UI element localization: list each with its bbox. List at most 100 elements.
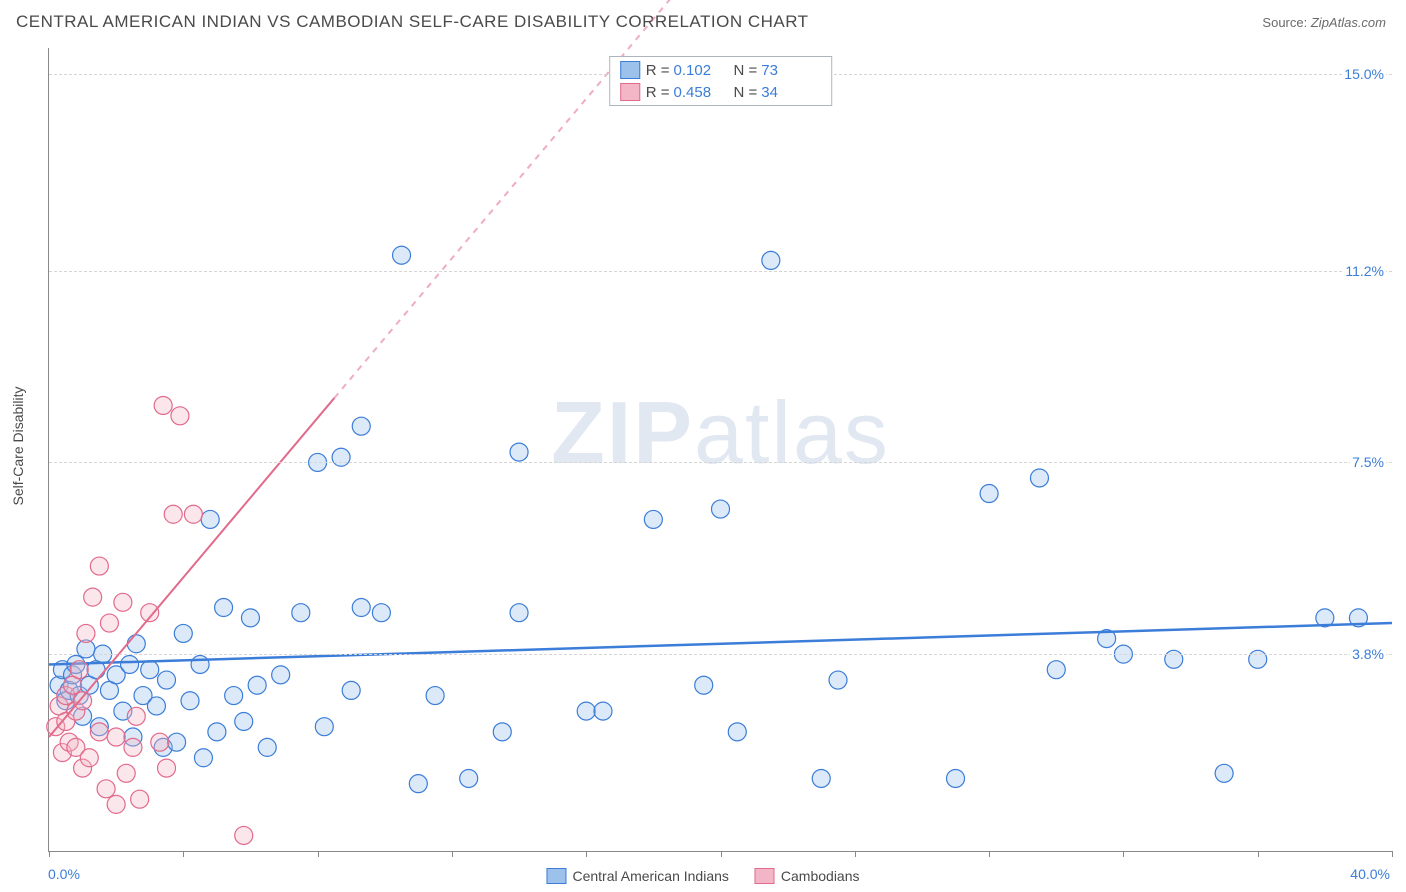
n-label: N = — [734, 84, 758, 101]
chart-title: CENTRAL AMERICAN INDIAN VS CAMBODIAN SEL… — [16, 12, 809, 32]
data-point — [184, 505, 202, 523]
data-point — [829, 671, 847, 689]
data-point — [1030, 469, 1048, 487]
data-point — [695, 676, 713, 694]
data-point — [194, 749, 212, 767]
data-point — [77, 624, 95, 642]
data-point — [107, 795, 125, 813]
data-point — [272, 666, 290, 684]
n-value: 34 — [761, 84, 811, 101]
n-label: N = — [734, 62, 758, 79]
chart-area: ZIPatlas R = 0.102N = 73R = 0.458N = 34 … — [48, 48, 1392, 852]
data-point — [594, 702, 612, 720]
source-label: Source: — [1262, 15, 1307, 30]
y-axis-title: Self-Care Disability — [10, 386, 26, 505]
data-point — [241, 609, 259, 627]
trend-line — [49, 623, 1392, 664]
data-point — [980, 485, 998, 503]
data-point — [510, 604, 528, 622]
stats-row: R = 0.458N = 34 — [610, 81, 832, 103]
n-value: 73 — [761, 62, 811, 79]
data-point — [158, 671, 176, 689]
data-point — [201, 510, 219, 528]
plot-svg — [49, 48, 1392, 851]
r-label: R = — [646, 62, 670, 79]
data-point — [1215, 764, 1233, 782]
data-point — [127, 707, 145, 725]
y-tick-label: 7.5% — [1350, 454, 1386, 470]
data-point — [80, 749, 98, 767]
data-point — [352, 417, 370, 435]
data-point — [258, 738, 276, 756]
r-label: R = — [646, 84, 670, 101]
data-point — [90, 557, 108, 575]
data-point — [107, 728, 125, 746]
data-point — [84, 588, 102, 606]
data-point — [393, 246, 411, 264]
plot-area: ZIPatlas R = 0.102N = 73R = 0.458N = 34 … — [48, 48, 1392, 852]
x-tick — [721, 851, 722, 857]
x-tick — [586, 851, 587, 857]
data-point — [191, 655, 209, 673]
series-legend: Central American Indians Cambodians — [546, 868, 859, 884]
data-point — [235, 712, 253, 730]
data-point — [90, 723, 108, 741]
grid-line — [49, 271, 1392, 272]
data-point — [74, 692, 92, 710]
data-point — [292, 604, 310, 622]
x-axis-max-label: 40.0% — [1350, 866, 1390, 882]
data-point — [728, 723, 746, 741]
data-point — [1165, 650, 1183, 668]
x-tick — [989, 851, 990, 857]
legend-swatch — [620, 83, 640, 101]
x-tick — [1258, 851, 1259, 857]
x-tick — [49, 851, 50, 857]
legend-swatch — [620, 61, 640, 79]
legend-label: Central American Indians — [572, 868, 728, 884]
data-point — [342, 681, 360, 699]
data-point — [151, 733, 169, 751]
data-point — [70, 661, 88, 679]
data-point — [174, 624, 192, 642]
data-point — [131, 790, 149, 808]
y-tick-label: 15.0% — [1342, 66, 1386, 82]
data-point — [1249, 650, 1267, 668]
legend-swatch — [755, 868, 775, 884]
data-point — [117, 764, 135, 782]
grid-line — [49, 654, 1392, 655]
data-point — [577, 702, 595, 720]
data-point — [644, 510, 662, 528]
data-point — [762, 251, 780, 269]
data-point — [235, 826, 253, 844]
data-point — [248, 676, 266, 694]
data-point — [141, 604, 159, 622]
trend-line-dashed — [334, 0, 1392, 398]
x-tick — [1392, 851, 1393, 857]
x-tick — [452, 851, 453, 857]
data-point — [114, 593, 132, 611]
chart-header: CENTRAL AMERICAN INDIAN VS CAMBODIAN SEL… — [0, 0, 1406, 40]
data-point — [315, 718, 333, 736]
y-tick-label: 3.8% — [1350, 646, 1386, 662]
data-point — [372, 604, 390, 622]
x-tick — [1123, 851, 1124, 857]
data-point — [812, 769, 830, 787]
data-point — [121, 655, 139, 673]
grid-line — [49, 462, 1392, 463]
r-value: 0.102 — [674, 62, 724, 79]
data-point — [460, 769, 478, 787]
data-point — [352, 599, 370, 617]
legend-item: Cambodians — [755, 868, 860, 884]
data-point — [171, 407, 189, 425]
data-point — [208, 723, 226, 741]
data-point — [158, 759, 176, 777]
data-point — [127, 635, 145, 653]
data-point — [1047, 661, 1065, 679]
source-attribution: Source: ZipAtlas.com — [1262, 15, 1386, 30]
data-point — [712, 500, 730, 518]
x-tick — [855, 851, 856, 857]
data-point — [154, 396, 172, 414]
source-value: ZipAtlas.com — [1311, 15, 1386, 30]
stats-row: R = 0.102 N = 73 — [610, 59, 832, 81]
data-point — [168, 733, 186, 751]
